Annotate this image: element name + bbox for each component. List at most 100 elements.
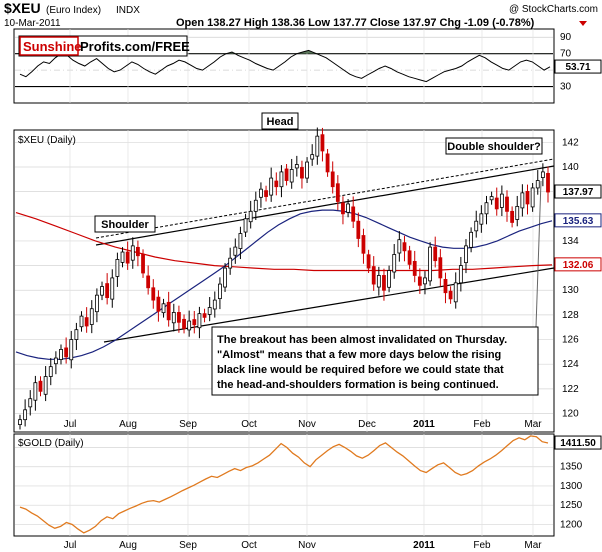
shoulder-label-box xyxy=(94,215,156,233)
candle-body xyxy=(151,287,156,301)
rsi-axis: 3050709053.71 xyxy=(554,32,602,93)
candle-body xyxy=(335,183,340,202)
candle-body xyxy=(253,199,258,212)
candle-body xyxy=(505,196,509,212)
gold-month-label: Aug xyxy=(119,540,137,551)
candle-body xyxy=(540,171,545,178)
dashed-trendline xyxy=(95,158,555,239)
candle-body xyxy=(94,294,99,313)
price-tick-label: 126 xyxy=(562,335,579,346)
gold-price-line xyxy=(19,435,549,534)
candle-body xyxy=(448,290,453,300)
candle-body xyxy=(305,161,309,179)
gold-axis: 1200 1250 1300 1350 Jul Aug Sep Oct Nov 2011 Feb Ma… xyxy=(64,435,602,551)
candle-body xyxy=(474,220,479,232)
candle-body xyxy=(361,235,366,254)
candle-body xyxy=(510,210,515,223)
comment-line-2: "Almost" means that a few more days belo… xyxy=(217,349,501,361)
candle-body xyxy=(310,154,315,160)
candle-body xyxy=(479,213,484,225)
candle-body xyxy=(438,257,443,279)
ma200-price-tag: 132.06 xyxy=(563,260,594,271)
candle-body xyxy=(294,164,299,169)
price-tick-label: 140 xyxy=(562,162,579,173)
candle-body xyxy=(248,210,253,223)
candle-body xyxy=(284,168,289,181)
candle-body xyxy=(535,180,540,189)
shoulder-label: Shoulder xyxy=(101,219,149,231)
candle-body xyxy=(469,231,474,248)
price-month-label: Jul xyxy=(64,419,77,430)
price-tick-label: 124 xyxy=(562,359,579,370)
comment-line-3: black line would be required before we c… xyxy=(217,364,504,376)
price-tick-label: 142 xyxy=(562,137,579,148)
gold-month-label: Nov xyxy=(298,540,316,551)
candle-body xyxy=(202,313,207,318)
watermark-brand-red: Sunshine xyxy=(23,39,82,54)
rsi-tick-label: 30 xyxy=(560,82,572,93)
candle-body xyxy=(182,318,186,329)
candle-body xyxy=(146,275,151,289)
candle-body xyxy=(494,197,499,210)
candle-body xyxy=(177,312,181,323)
candle-body xyxy=(453,282,458,303)
candle-body xyxy=(28,398,33,408)
candle-body xyxy=(289,169,294,183)
candle-body xyxy=(366,254,371,269)
candle-body xyxy=(371,266,376,285)
candle-body xyxy=(125,251,130,264)
candle-body xyxy=(315,135,320,157)
candle-body xyxy=(171,312,176,324)
candle-body xyxy=(274,180,279,188)
watermark-brand-black: Profits.com/FREE xyxy=(80,39,190,54)
candle-body xyxy=(130,245,135,261)
copyright-label: @ StockCharts.com xyxy=(509,4,598,15)
candle-body xyxy=(382,275,386,291)
candle-body xyxy=(464,245,468,264)
candle-body xyxy=(238,233,243,249)
gold-tick-label: 1250 xyxy=(560,500,583,511)
price-tick-label: 130 xyxy=(562,285,579,296)
candle-body xyxy=(515,206,520,220)
candle-body xyxy=(141,253,145,274)
gold-tick-label: 1200 xyxy=(560,519,583,530)
candle-body xyxy=(499,193,504,208)
candle-body xyxy=(136,246,140,257)
close-price-tag: 137.97 xyxy=(563,187,594,198)
price-month-label: 2011 xyxy=(413,419,435,430)
candle-body xyxy=(212,299,217,310)
comment-pointer-line xyxy=(535,180,542,328)
down-arrow-icon xyxy=(579,21,587,26)
candle-body xyxy=(161,303,166,314)
comment-box xyxy=(211,326,539,396)
price-month-label: Feb xyxy=(473,419,491,430)
candle-body xyxy=(223,267,227,288)
candle-body xyxy=(259,188,263,198)
ma50-price-tag: 135.63 xyxy=(563,216,594,227)
candle-body xyxy=(443,278,448,294)
candle-body xyxy=(228,257,233,269)
candle-body xyxy=(320,134,325,152)
candle-body xyxy=(520,192,525,209)
ma50-price-tag-box xyxy=(554,213,602,228)
candle-body xyxy=(300,167,304,179)
rsi-series xyxy=(19,49,551,83)
candle-body xyxy=(525,190,530,205)
comment-line-4: the head-and-shoulders formation is bein… xyxy=(217,379,499,391)
price-month-label: Oct xyxy=(241,419,257,430)
gold-month-label: 2011 xyxy=(413,540,435,551)
candle-body xyxy=(346,203,350,213)
candle-body xyxy=(74,329,79,340)
candle-body xyxy=(376,275,381,288)
candle-body xyxy=(120,251,125,263)
candle-body xyxy=(33,382,38,401)
candle-body xyxy=(325,153,330,173)
candle-body xyxy=(84,317,89,327)
price-month-label: Mar xyxy=(524,419,542,430)
candle-body xyxy=(187,320,192,331)
candle-body xyxy=(407,250,412,265)
candle-body xyxy=(269,177,274,196)
candle-body xyxy=(89,308,94,325)
candle-body xyxy=(105,283,110,299)
date-label: 10-Mar-2011 xyxy=(4,18,61,29)
